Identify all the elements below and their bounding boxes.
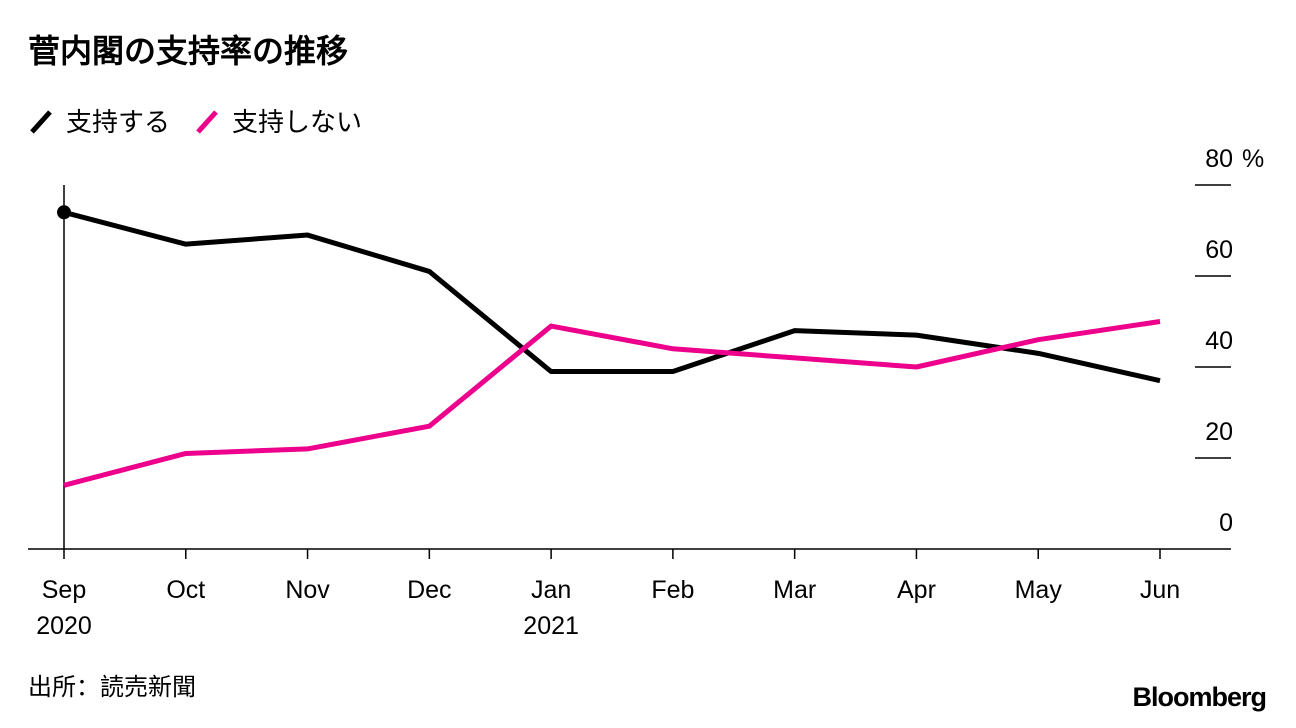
source: 出所：読売新聞 [28,673,196,701]
y-tick-label: 80 [1205,145,1233,173]
y-tick-label: 60 [1205,236,1233,264]
chart-title: 菅内閣の支持率の推移 [28,32,348,70]
x-year-label: 2021 [523,612,579,640]
start-dot [57,205,71,220]
legend-swatch [196,110,218,134]
x-tick-label: Feb [651,576,694,604]
x-tick-label: Jan [531,576,571,604]
x-tick-label: Dec [407,576,451,604]
series-line [63,319,1161,488]
y-tick-label: 0 [1219,509,1233,537]
y-tick-label: 40 [1205,327,1233,355]
legend-label: 支持しない [232,108,362,138]
x-tick-label: Oct [166,576,205,604]
x-tick-label: May [1015,576,1063,604]
x-tick-label: Jun [1140,576,1180,604]
series-line [63,209,1161,384]
legend-label: 支持する [66,108,170,138]
x-year-label: 2020 [36,612,92,640]
y-unit: % [1242,145,1264,173]
x-tick-label: Nov [285,576,330,604]
x-tick-label: Sep [42,576,86,604]
x-tick-label: Apr [897,576,936,604]
y-tick-label: 20 [1205,418,1233,446]
x-tick-label: Mar [773,576,816,604]
brand: Bloomberg [1132,682,1266,712]
legend-swatch [30,110,52,134]
